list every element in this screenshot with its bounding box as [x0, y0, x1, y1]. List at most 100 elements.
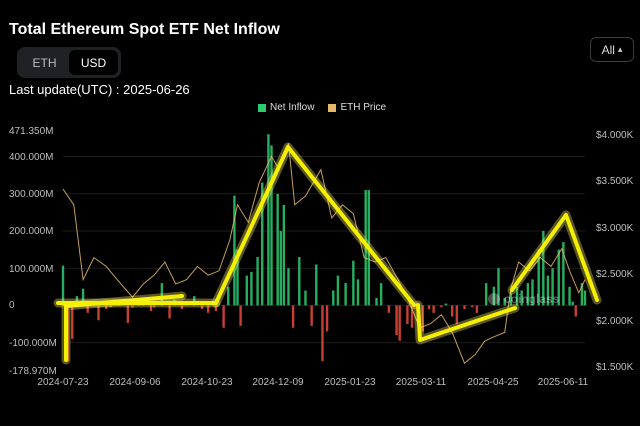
inflow-bar — [315, 264, 318, 306]
inflow-bar — [503, 297, 506, 306]
inflow-bar — [245, 275, 248, 306]
inflow-bar — [193, 296, 196, 306]
legend-swatch-net-inflow — [258, 103, 266, 112]
highlight-annotations — [53, 142, 602, 365]
x-tick: 2024-10-23 — [181, 377, 233, 388]
inflow-bar — [432, 305, 435, 313]
price-line — [62, 143, 586, 365]
inflow-bar — [149, 305, 153, 311]
highlight-stroke — [64, 294, 184, 362]
last-update-text: Last update(UTC) : 2025-06-26 — [9, 82, 190, 97]
x-tick: 2025-01-23 — [324, 377, 376, 388]
inflow-bar — [233, 195, 236, 306]
inflow-bar — [236, 249, 239, 306]
inflow-bar — [304, 290, 307, 306]
coinglass-logo-icon — [488, 293, 500, 305]
inflow-bar — [484, 283, 488, 306]
range-select[interactable]: All ▴︎ — [590, 37, 634, 62]
inflow-bar — [261, 182, 264, 306]
inflow-bar — [97, 305, 100, 321]
y-left-tick: 471.350M — [9, 126, 54, 137]
inflow-bar — [75, 296, 79, 306]
inflow-bar — [571, 301, 574, 306]
inflow-bar — [450, 305, 454, 317]
unit-toggle[interactable]: ETH USD — [17, 47, 121, 78]
inflow-bar — [542, 230, 545, 306]
inflow-bar — [81, 288, 85, 306]
inflow-bar — [180, 305, 184, 310]
inflow-bar — [222, 305, 225, 328]
unit-eth-button[interactable]: ETH — [32, 55, 57, 70]
inflow-bar — [551, 268, 554, 306]
x-tick: 2025-03-11 — [395, 377, 447, 388]
inflow-bar — [321, 305, 324, 362]
x-tick: 2025-06-11 — [537, 377, 589, 388]
inflow-bar — [344, 283, 347, 306]
y-right-tick: $3.000K — [596, 223, 634, 234]
inflow-bar — [557, 249, 560, 306]
inflow-bar — [509, 292, 513, 306]
y-left-tick: 0 — [9, 300, 15, 311]
inflow-bar — [497, 268, 500, 306]
highlight-stroke — [510, 213, 599, 302]
inflow-bar — [200, 305, 204, 310]
inflow-bar — [267, 134, 270, 306]
legend-item-eth-price[interactable]: ETH Price — [328, 102, 386, 113]
x-tick: 2024-12-09 — [252, 377, 304, 388]
inflow-bar — [352, 260, 355, 306]
inflow-bar — [471, 305, 474, 308]
inflow-bar — [256, 257, 259, 306]
inflow-bar — [336, 275, 340, 306]
y-right-tick: $2.000K — [596, 316, 634, 327]
inflow-bar — [298, 257, 301, 306]
inflow-bar — [105, 305, 108, 310]
inflow-bar — [568, 286, 571, 306]
inflow-bar — [250, 271, 253, 306]
inflow-bar — [160, 283, 164, 306]
inflow-bar — [562, 242, 565, 306]
y-left-tick: 300.000M — [9, 189, 54, 200]
inflow-bar — [61, 265, 65, 306]
inflow-bar — [475, 305, 479, 313]
inflow-bar — [227, 286, 230, 306]
inflow-bar — [168, 305, 171, 319]
highlight-stroke — [214, 145, 416, 307]
unit-usd-button[interactable]: USD — [69, 50, 118, 75]
inflow-bar — [395, 305, 398, 336]
inflow-bar — [206, 305, 210, 313]
y-right-tick: $1.500K — [596, 362, 634, 373]
legend-swatch-eth-price — [328, 103, 337, 112]
chart-legend: Net Inflow ETH Price — [258, 102, 386, 113]
x-tick: 2025-04-25 — [467, 377, 519, 388]
inflow-bar — [364, 190, 367, 306]
inflow-bar — [126, 305, 130, 323]
inflow-bar — [325, 305, 329, 332]
inflow-bar — [310, 305, 313, 326]
inflow-bar — [131, 305, 134, 308]
inflow-bar — [492, 286, 496, 306]
x-tick: 2024-09-06 — [109, 377, 161, 388]
inflow-bar — [214, 305, 218, 311]
inflow-bar — [574, 305, 577, 317]
inflow-bar — [282, 204, 286, 306]
inflow-bar — [270, 145, 273, 306]
inflow-bar — [276, 193, 279, 306]
inflow-bar — [279, 230, 282, 306]
y-left-tick: 400.000M — [9, 152, 54, 163]
legend-item-net-inflow[interactable]: Net Inflow — [258, 102, 314, 113]
inflow-bar — [86, 305, 89, 313]
inflow-bar — [332, 290, 335, 306]
y-right-tick: $4.000K — [596, 130, 634, 141]
y-left-tick: 100.000M — [9, 264, 54, 275]
inflow-bar — [515, 286, 519, 306]
inflow-bar — [152, 305, 156, 308]
inflow-bar — [455, 305, 459, 325]
chevron-updown-icon: ▴︎ — [617, 44, 623, 54]
y-left-tick: -100.000M — [9, 338, 57, 349]
inflow-bar — [375, 297, 378, 306]
inflow-bar — [398, 305, 401, 341]
inflow-bar — [421, 305, 425, 332]
inflow-bar — [427, 305, 431, 310]
page-title: Total Ethereum Spot ETF Net Inflow — [9, 21, 280, 38]
inflow-bar — [520, 290, 523, 306]
